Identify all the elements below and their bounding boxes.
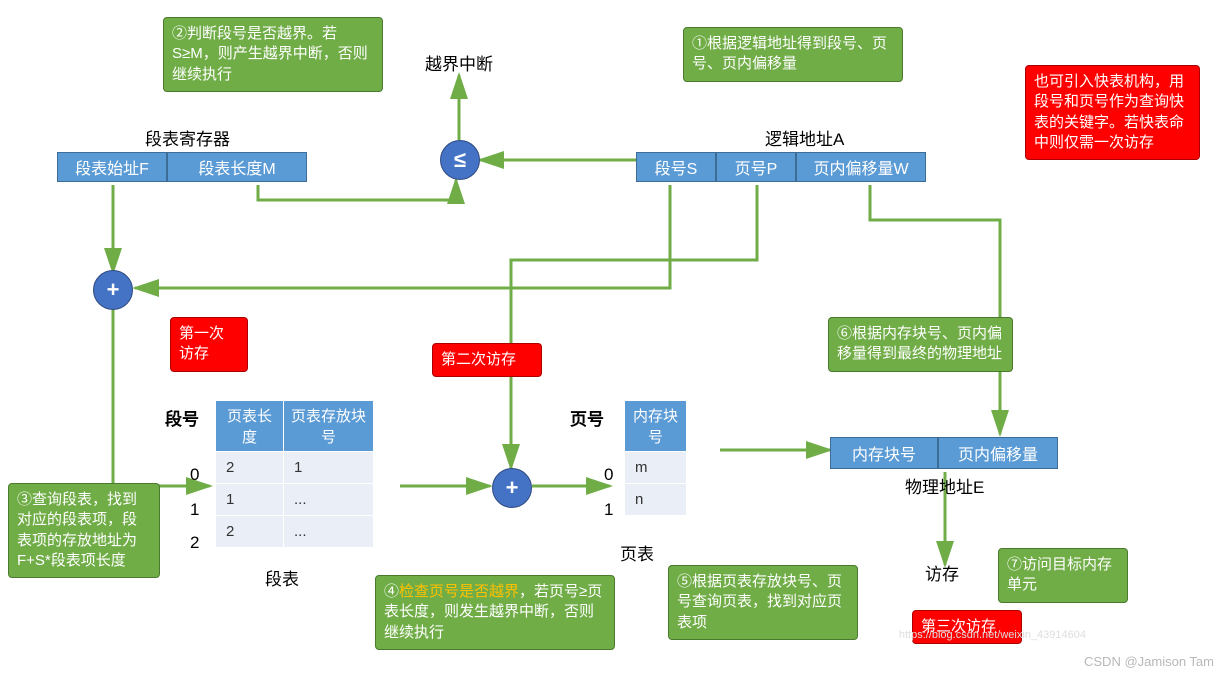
note-step6-text: ⑥根据内存块号、页内偏移量得到最终的物理地址 (837, 325, 1002, 362)
n4a: ④ (384, 583, 399, 600)
seg-idx-2: 2 (190, 533, 199, 553)
pg-r0c1: m (625, 452, 687, 484)
note-step3-text: ③查询段表，找到对应的段表项，段表项的存放地址为F+S*段表项长度 (17, 491, 137, 569)
seg-th-0: 页表长度 (216, 401, 284, 452)
note-step1: ①根据逻辑地址得到段号、页号、页内偏移量 (683, 27, 903, 82)
note-mem2-text: 第二次访存 (441, 351, 516, 368)
cell-blockno: 内存块号 (830, 437, 938, 469)
pg-idx-0: 0 (604, 465, 613, 485)
label-seg-table: 段表 (265, 565, 299, 590)
cell-offset-text: 页内偏移量W (813, 155, 908, 179)
note-step6: ⑥根据内存块号、页内偏移量得到最终的物理地址 (828, 317, 1013, 372)
adder-2: + (492, 468, 532, 508)
watermark: CSDN @Jamison Tam (1084, 654, 1214, 669)
note-step2-text: ②判断段号是否越界。若S≥M，则产生越界中断，否则继续执行 (172, 25, 368, 83)
n4b: 检查页号是否越界 (399, 583, 519, 600)
adder-1: + (93, 270, 133, 310)
cell-phys-off: 页内偏移量 (938, 437, 1058, 469)
label-interrupt: 越界中断 (425, 50, 493, 75)
cell-offset: 页内偏移量W (796, 152, 926, 182)
note-mem2: 第二次访存 (432, 343, 542, 377)
note-mem1: 第一次 访存 (170, 317, 248, 372)
plus2-sym: + (506, 475, 519, 501)
cell-seg-len: 段表长度M (167, 152, 307, 182)
seg-r0c1: 2 (216, 452, 284, 484)
segment-table: 页表长度 页表存放块号 21 1... 2... (215, 400, 374, 548)
seg-idx-0: 0 (190, 465, 199, 485)
seg-r0c2: 1 (284, 452, 374, 484)
cell-phys-off-text: 页内偏移量 (958, 441, 1038, 465)
note-cache: 也可引入快表机构，用段号和页号作为查询快表的关键字。若快表命中则仅需一次访存 (1025, 65, 1200, 160)
plus1-sym: + (107, 277, 120, 303)
label-logical-addr: 逻辑地址A (765, 125, 844, 150)
pg-r1c1: n (625, 484, 687, 516)
note-step4: ④检查页号是否越界，若页号≥页表长度，则发生越界中断，否则继续执行 (375, 575, 615, 650)
note-step5: ⑤根据页表存放块号、页号查询页表，找到对应页表项 (668, 565, 858, 640)
seg-th-1: 页表存放块号 (284, 401, 374, 452)
watermark-url: https://blog.csdn.net/weixin_43914604 (899, 629, 1086, 641)
note-step7-text: ⑦访问目标内存单元 (1007, 556, 1112, 593)
cell-segno-text: 段号S (655, 155, 698, 179)
page-table: 内存块号 m n (624, 400, 687, 516)
le-sym: ≤ (454, 147, 466, 173)
diagram-canvas: { "green_notes": { "n2": "②判断段号是否越界。若S≥M… (0, 0, 1226, 675)
compare-le: ≤ (440, 140, 480, 180)
cell-pageno: 页号P (716, 152, 796, 182)
cell-seg-base: 段表始址F (57, 152, 167, 182)
note-step7: ⑦访问目标内存单元 (998, 548, 1128, 603)
seg-r1c2: ... (284, 484, 374, 516)
note-step3: ③查询段表，找到对应的段表项，段表项的存放地址为F+S*段表项长度 (8, 483, 160, 578)
cell-segno: 段号S (636, 152, 716, 182)
label-page-table: 页表 (620, 540, 654, 565)
cell-seg-len-text: 段表长度M (198, 155, 275, 179)
pg-idx-1: 1 (604, 500, 613, 520)
note-cache-text: 也可引入快表机构，用段号和页号作为查询快表的关键字。若快表命中则仅需一次访存 (1034, 73, 1184, 151)
label-access: 访存 (925, 560, 959, 585)
seg-idx-1: 1 (190, 500, 199, 520)
cell-seg-base-text: 段表始址F (75, 155, 149, 179)
note-step5-text: ⑤根据页表存放块号、页号查询页表，找到对应页表项 (677, 573, 842, 631)
label-seg-register: 段表寄存器 (145, 125, 230, 150)
label-pageno-col: 页号 (570, 405, 604, 430)
note-step2: ②判断段号是否越界。若S≥M，则产生越界中断，否则继续执行 (163, 17, 383, 92)
cell-blockno-text: 内存块号 (852, 441, 916, 465)
seg-r2c2: ... (284, 516, 374, 548)
seg-r1c1: 1 (216, 484, 284, 516)
cell-pageno-text: 页号P (735, 155, 778, 179)
label-phys-addr: 物理地址E (905, 473, 984, 498)
note-step1-text: ①根据逻辑地址得到段号、页号、页内偏移量 (692, 35, 887, 72)
label-segno-col: 段号 (165, 405, 199, 430)
pg-th-0: 内存块号 (625, 401, 687, 452)
seg-r2c1: 2 (216, 516, 284, 548)
note-mem1-text: 第一次 访存 (179, 325, 224, 362)
